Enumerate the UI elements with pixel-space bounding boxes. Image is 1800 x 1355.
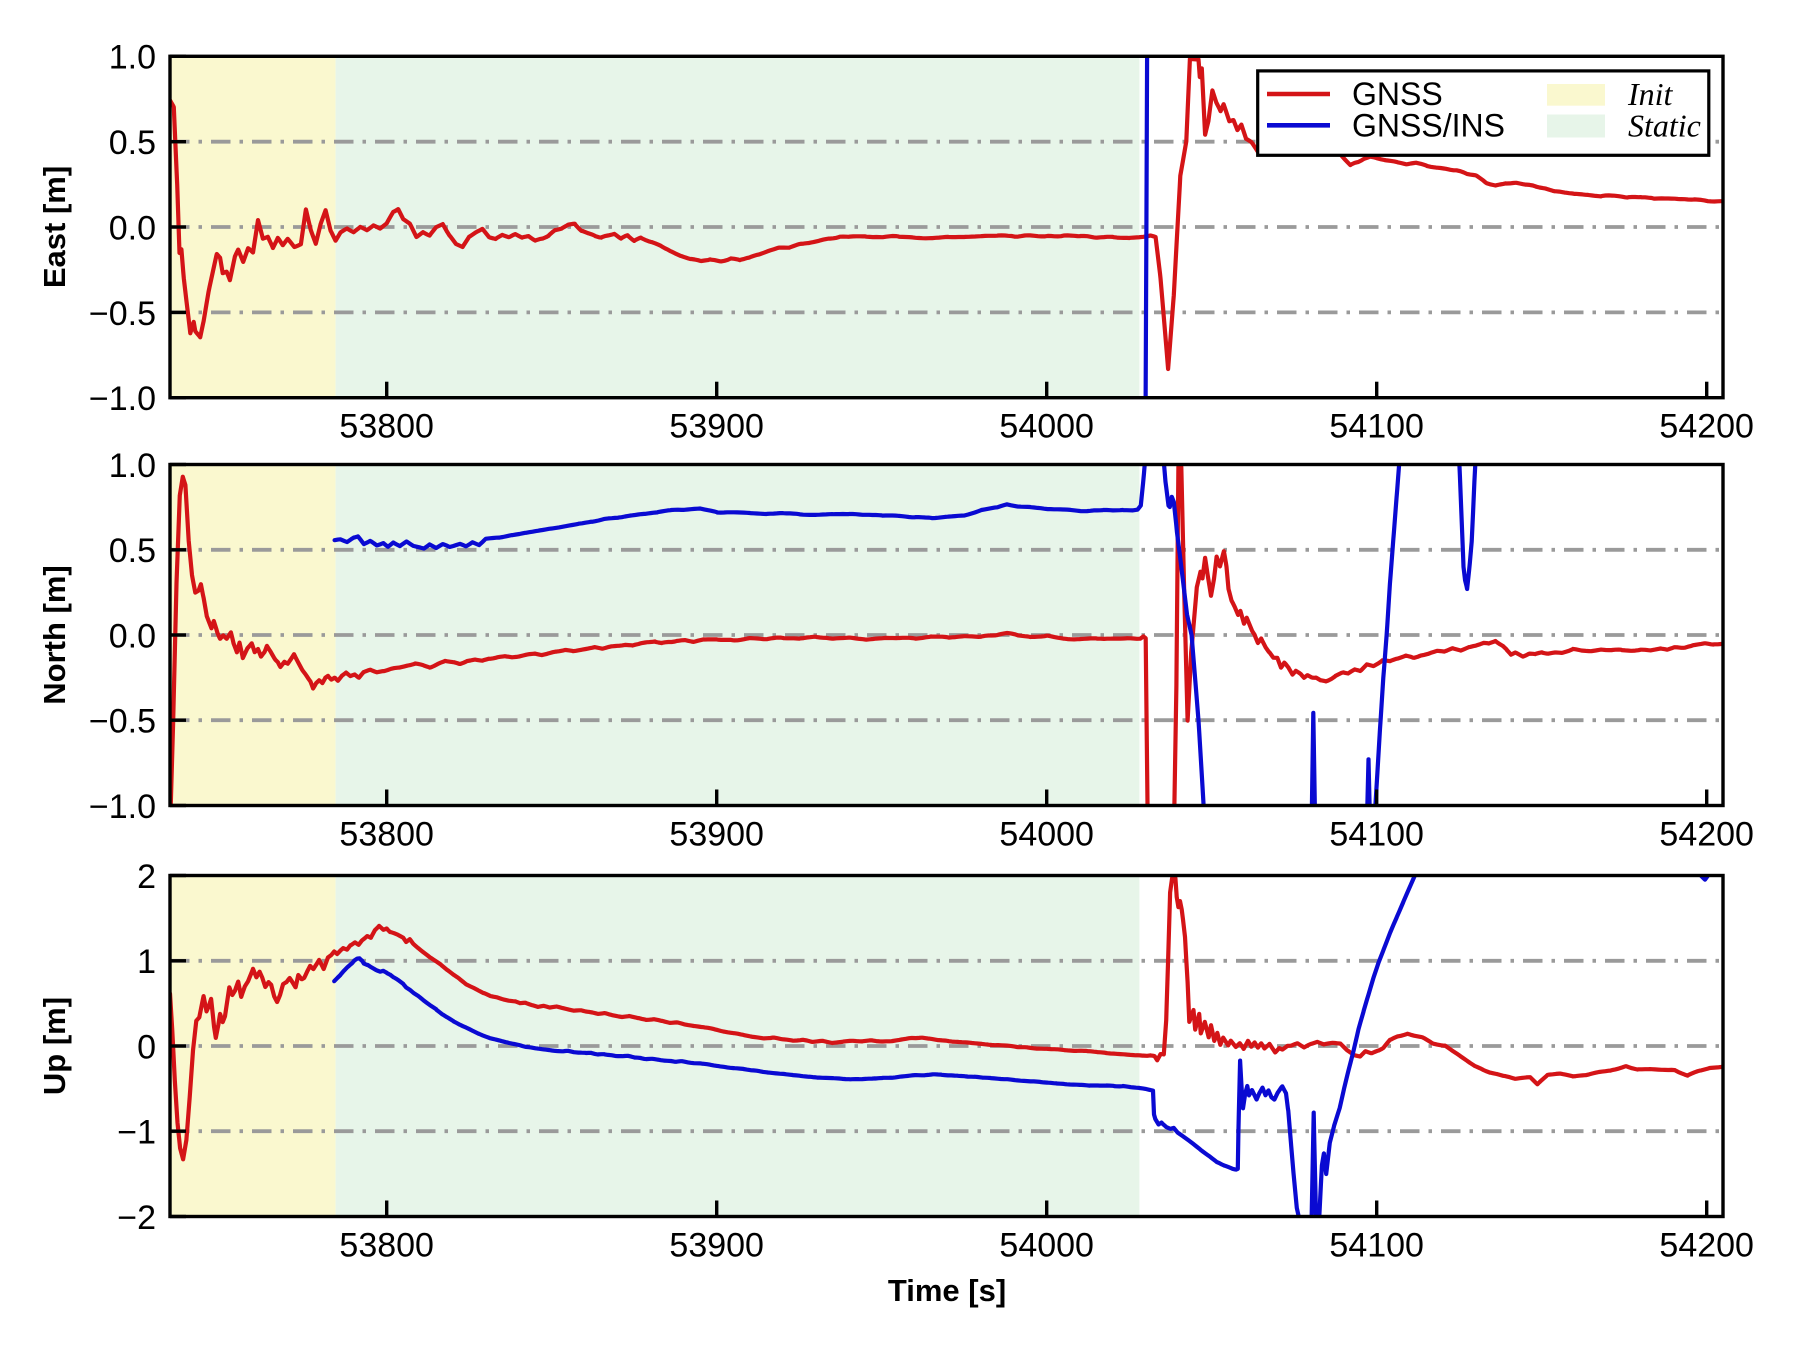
svg-text:0.5: 0.5 (109, 532, 156, 570)
svg-text:53900: 53900 (669, 816, 764, 854)
svg-text:0.0: 0.0 (109, 617, 156, 655)
svg-text:2: 2 (137, 858, 156, 896)
svg-text:0.0: 0.0 (109, 209, 156, 247)
svg-text:54100: 54100 (1329, 1227, 1424, 1265)
svg-text:1.0: 1.0 (109, 447, 156, 485)
svg-text:Time [s]: Time [s] (888, 1273, 1006, 1308)
svg-text:54200: 54200 (1659, 1227, 1754, 1265)
svg-text:−1.0: −1.0 (89, 788, 156, 826)
svg-text:−1.0: −1.0 (89, 380, 156, 418)
svg-text:53800: 53800 (339, 408, 434, 446)
svg-text:Up [m]: Up [m] (37, 997, 72, 1095)
svg-text:54200: 54200 (1659, 816, 1754, 854)
svg-text:0.5: 0.5 (109, 124, 156, 162)
svg-text:54200: 54200 (1659, 408, 1754, 446)
svg-text:54100: 54100 (1329, 408, 1424, 446)
svg-text:53900: 53900 (669, 1227, 764, 1265)
svg-text:53800: 53800 (339, 1227, 434, 1265)
svg-text:−1: −1 (117, 1114, 156, 1152)
svg-text:0: 0 (137, 1028, 156, 1066)
svg-text:East [m]: East [m] (37, 166, 72, 288)
svg-text:−0.5: −0.5 (89, 703, 156, 741)
svg-text:54000: 54000 (999, 1227, 1094, 1265)
svg-text:54000: 54000 (999, 816, 1094, 854)
svg-text:53900: 53900 (669, 408, 764, 446)
svg-text:1.0: 1.0 (109, 39, 156, 77)
svg-text:GNSS: GNSS (1352, 76, 1443, 112)
svg-text:Static: Static (1628, 108, 1701, 144)
svg-text:53800: 53800 (339, 816, 434, 854)
svg-text:North [m]: North [m] (37, 565, 72, 704)
svg-text:−2: −2 (117, 1199, 156, 1237)
svg-text:Init: Init (1627, 76, 1674, 112)
svg-text:−0.5: −0.5 (89, 295, 156, 333)
svg-text:1: 1 (137, 943, 156, 981)
svg-text:54000: 54000 (999, 408, 1094, 446)
svg-text:GNSS/INS: GNSS/INS (1352, 108, 1505, 144)
svg-text:54100: 54100 (1329, 816, 1424, 854)
